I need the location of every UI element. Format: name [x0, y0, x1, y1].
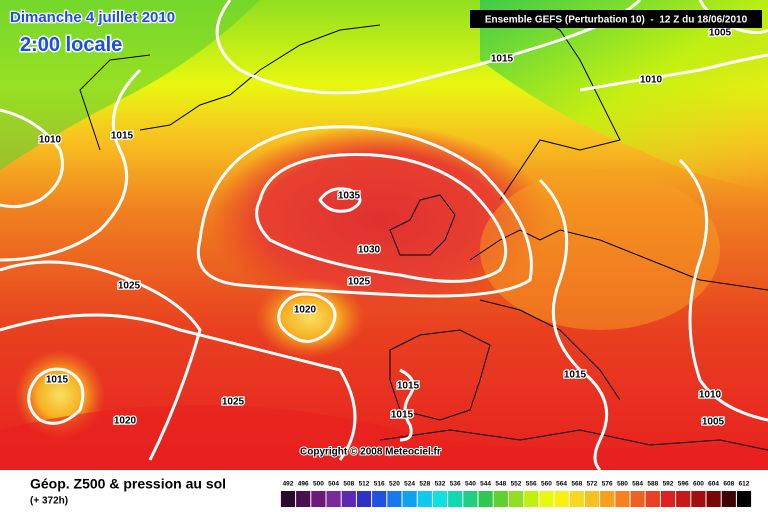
scale-swatch — [721, 491, 736, 507]
scale-swatch — [311, 491, 326, 507]
scale-label: 560 — [541, 481, 552, 488]
run-box — [470, 10, 762, 28]
scale-label: 576 — [602, 481, 613, 488]
scale-swatch — [372, 491, 387, 507]
scale-label: 552 — [511, 481, 522, 488]
scale-swatch — [296, 491, 311, 507]
scale-label: 564 — [556, 481, 567, 488]
scale-label: 612 — [739, 481, 750, 488]
scale-swatch — [676, 491, 691, 507]
scale-label: 528 — [419, 481, 430, 488]
run-info: Ensemble GEFS (Perturbation 10) - 12 Z d… — [485, 15, 748, 26]
scale-label: 592 — [663, 481, 674, 488]
scale-swatch — [736, 491, 752, 507]
scale-label: 572 — [587, 481, 598, 488]
isobar-label: 1005 — [702, 417, 725, 428]
isobar-label: 1010 — [640, 75, 663, 86]
scale-label: 532 — [435, 481, 446, 488]
scale-label: 608 — [723, 481, 734, 488]
scale-swatch — [645, 491, 660, 507]
scale-swatch — [402, 491, 417, 507]
scale-swatch — [463, 491, 478, 507]
isobar-label: 1015 — [111, 131, 134, 142]
scale-label: 544 — [480, 481, 491, 488]
scale-swatch — [493, 491, 508, 507]
scale-label: 596 — [678, 481, 689, 488]
copyright: Copyright © 2008 Meteociel.fr — [300, 447, 441, 458]
scale-swatch — [280, 491, 296, 507]
scale-label: 600 — [693, 481, 704, 488]
map-date: Dimanche 4 juillet 2010 — [10, 9, 175, 26]
local-time: 2:00 locale — [20, 34, 122, 56]
scale-swatch — [615, 491, 630, 507]
scale-label: 604 — [708, 481, 719, 488]
isobar-label: 1020 — [114, 416, 137, 427]
scale-swatch — [569, 491, 584, 507]
scale-swatch — [524, 491, 539, 507]
isobar-label: 1030 — [358, 245, 381, 256]
scale-swatch — [432, 491, 448, 507]
scale-label: 548 — [495, 481, 506, 488]
scale-label: 520 — [389, 481, 400, 488]
isobar-label: 1020 — [294, 305, 317, 316]
isobar-label: 1025 — [348, 277, 371, 288]
scale-label: 524 — [404, 481, 415, 488]
scale-label: 540 — [465, 481, 476, 488]
isobar-label: 1035 — [338, 191, 361, 202]
scale-swatch — [448, 491, 463, 507]
scale-swatch — [341, 491, 356, 507]
scale-label: 516 — [374, 481, 385, 488]
scale-swatch — [478, 491, 493, 507]
scale-swatch — [600, 491, 615, 507]
scale-label: 500 — [313, 481, 324, 488]
scale-swatch — [387, 491, 402, 507]
scale-swatch — [417, 491, 432, 507]
scale-label: 492 — [283, 481, 294, 488]
isobar-label: 1010 — [39, 135, 62, 146]
scale-label: 556 — [526, 481, 537, 488]
scale-swatch — [554, 491, 569, 507]
isobar-label: 1015 — [46, 375, 69, 386]
scale-label: 588 — [647, 481, 658, 488]
scale-label: 584 — [632, 481, 643, 488]
scale-label: 580 — [617, 481, 628, 488]
isobar-label: 1010 — [699, 390, 722, 401]
scale-swatch — [539, 491, 554, 507]
scale-label: 568 — [571, 481, 582, 488]
scale-label: 504 — [328, 481, 339, 488]
scale-label: 508 — [343, 481, 354, 488]
scale-swatch — [630, 491, 645, 507]
scale-label: 512 — [359, 481, 370, 488]
isobar-label: 1015 — [491, 54, 514, 65]
map-area — [0, 0, 768, 472]
scale-swatch — [508, 491, 524, 507]
isobar-label: 1025 — [118, 281, 141, 292]
scale-swatch — [706, 491, 721, 507]
scale-label: 496 — [298, 481, 309, 488]
scale-swatch — [691, 491, 706, 507]
scale-swatch — [584, 491, 600, 507]
legend-title: Géop. Z500 & pression au sol — [30, 476, 226, 492]
isobar-label: 1025 — [222, 397, 245, 408]
scale-swatch — [356, 491, 372, 507]
isobar-label: 1015 — [397, 381, 420, 392]
scale-swatch — [326, 491, 341, 507]
isobar-label: 1015 — [391, 410, 414, 421]
isobar-label: 1015 — [564, 370, 587, 381]
isobar-label: 1005 — [709, 28, 732, 39]
lead-time: (+ 372h) — [30, 496, 68, 507]
scale-swatch — [660, 491, 676, 507]
scale-label: 536 — [450, 481, 461, 488]
